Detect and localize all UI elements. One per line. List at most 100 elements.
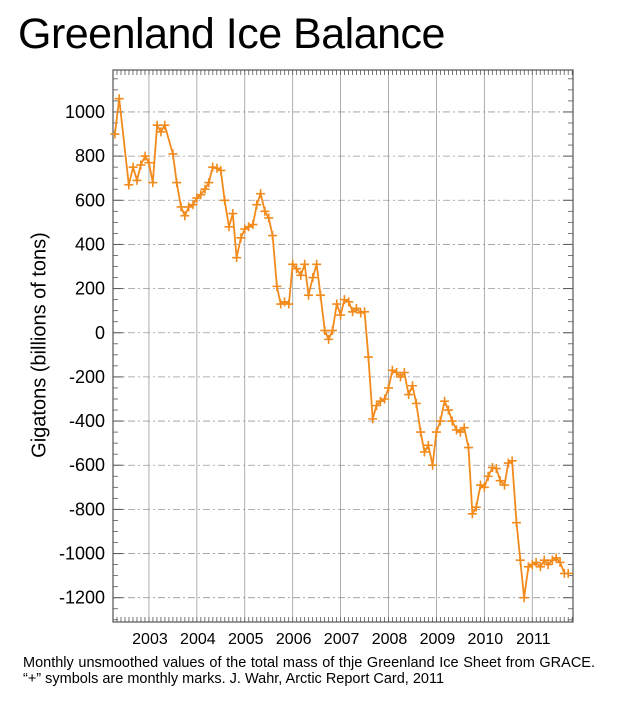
data-point-marker	[332, 299, 342, 309]
data-point-marker	[308, 273, 318, 283]
data-point-marker	[336, 310, 346, 320]
data-point-marker	[180, 211, 190, 221]
data-point-marker	[324, 334, 334, 344]
data-point-marker	[416, 427, 426, 437]
data-point-marker	[384, 383, 394, 393]
data-point-marker	[368, 414, 378, 424]
data-point-marker	[268, 231, 278, 241]
data-point-marker	[411, 398, 421, 408]
figure-caption: Monthly unsmoothed values of the total m…	[23, 655, 595, 687]
x-tick-label: 2007	[324, 631, 360, 648]
data-point-marker	[260, 206, 270, 216]
data-point-marker	[435, 416, 445, 426]
data-point-marker	[236, 233, 246, 243]
data-point-marker	[264, 213, 274, 223]
data-point-marker	[471, 502, 481, 512]
data-point-marker	[519, 593, 529, 603]
data-point-marker	[356, 308, 366, 318]
series-line	[114, 98, 569, 598]
data-point-marker	[380, 394, 390, 404]
data-point-marker	[320, 326, 330, 336]
data-point-marker	[152, 120, 162, 130]
data-point-marker	[467, 509, 477, 519]
y-tick-label: -1000	[59, 544, 105, 564]
y-tick-label: 600	[75, 190, 105, 210]
data-point-marker	[488, 462, 497, 472]
y-tick-label: 800	[75, 146, 105, 166]
data-point-marker	[256, 189, 266, 199]
data-point-marker	[168, 149, 178, 159]
data-point-marker	[228, 209, 238, 219]
data-point-marker	[372, 401, 382, 411]
data-point-marker	[535, 562, 545, 572]
y-tick-label: 1000	[65, 102, 105, 122]
data-point-marker	[459, 423, 469, 433]
data-point-marker	[464, 443, 474, 453]
data-point-marker	[399, 367, 409, 377]
x-tick-label: 2003	[132, 631, 168, 648]
data-point-marker	[396, 372, 405, 382]
data-point-marker	[248, 220, 258, 230]
y-tick-label: -800	[69, 499, 105, 519]
data-point-marker	[363, 352, 373, 362]
data-point-marker	[507, 456, 517, 466]
y-tick-label: -1200	[59, 588, 105, 608]
data-point-marker	[404, 390, 414, 400]
data-point-marker	[455, 427, 465, 437]
data-point-marker	[543, 560, 553, 570]
data-point-marker	[555, 557, 565, 567]
y-tick-label: -200	[69, 367, 105, 387]
data-point-marker	[284, 299, 294, 309]
data-point-marker	[110, 129, 120, 139]
data-point-marker	[148, 178, 158, 188]
y-tick-label: -600	[69, 455, 105, 475]
data-point-marker	[128, 162, 138, 172]
data-point-marker	[272, 281, 282, 291]
data-point-marker	[440, 396, 450, 406]
minor-tick-layer	[112, 70, 573, 622]
y-tick-labels: -1200 -1000 -800 -600 -400 -200 0 200 400 600 800 1…	[59, 102, 105, 608]
data-point-marker	[184, 202, 194, 212]
data-point-marker	[252, 200, 262, 210]
data-point-marker	[300, 259, 310, 269]
data-point-marker	[423, 440, 433, 450]
x-tick-label: 2011	[516, 631, 551, 648]
data-point-marker	[539, 555, 549, 565]
data-point-marker	[511, 518, 521, 528]
data-point-marker	[551, 553, 561, 563]
data-point-marker	[531, 557, 541, 567]
data-point-marker	[140, 151, 150, 161]
data-point-marker	[447, 416, 457, 426]
data-point-marker	[419, 447, 429, 457]
y-tick-label: 200	[75, 279, 105, 299]
data-point-marker	[288, 259, 298, 269]
data-point-marker	[200, 184, 210, 194]
x-tick-label: 2005	[228, 631, 264, 648]
data-point-marker	[387, 365, 397, 375]
plot-frame	[112, 69, 574, 623]
data-point-marker	[296, 270, 306, 280]
data-point-marker	[407, 381, 417, 391]
data-point-marker	[204, 178, 214, 188]
data-point-marker	[315, 290, 325, 300]
data-point-marker	[292, 264, 302, 274]
data-point-marker	[344, 297, 354, 307]
data-point-marker	[515, 555, 525, 565]
data-point-marker	[563, 568, 573, 578]
data-point-marker	[188, 200, 198, 210]
y-tick-label: 0	[95, 323, 105, 343]
data-point-marker	[327, 326, 337, 336]
data-point-marker	[312, 259, 322, 269]
data-point-marker	[156, 127, 166, 137]
data-point-marker	[132, 175, 142, 185]
data-point-marker	[491, 464, 501, 474]
data-point-marker	[124, 180, 134, 190]
data-point-marker	[176, 202, 186, 212]
x-tick-label: 2009	[420, 631, 456, 648]
data-point-marker	[232, 253, 242, 263]
y-tick-label: -400	[69, 411, 105, 431]
data-point-marker	[216, 165, 226, 175]
x-tick-labels: 2003 2004 2005 2006 2007 2008 2009 2010 2011	[132, 631, 550, 648]
data-point-marker	[224, 222, 234, 232]
data-point-marker	[172, 178, 182, 188]
